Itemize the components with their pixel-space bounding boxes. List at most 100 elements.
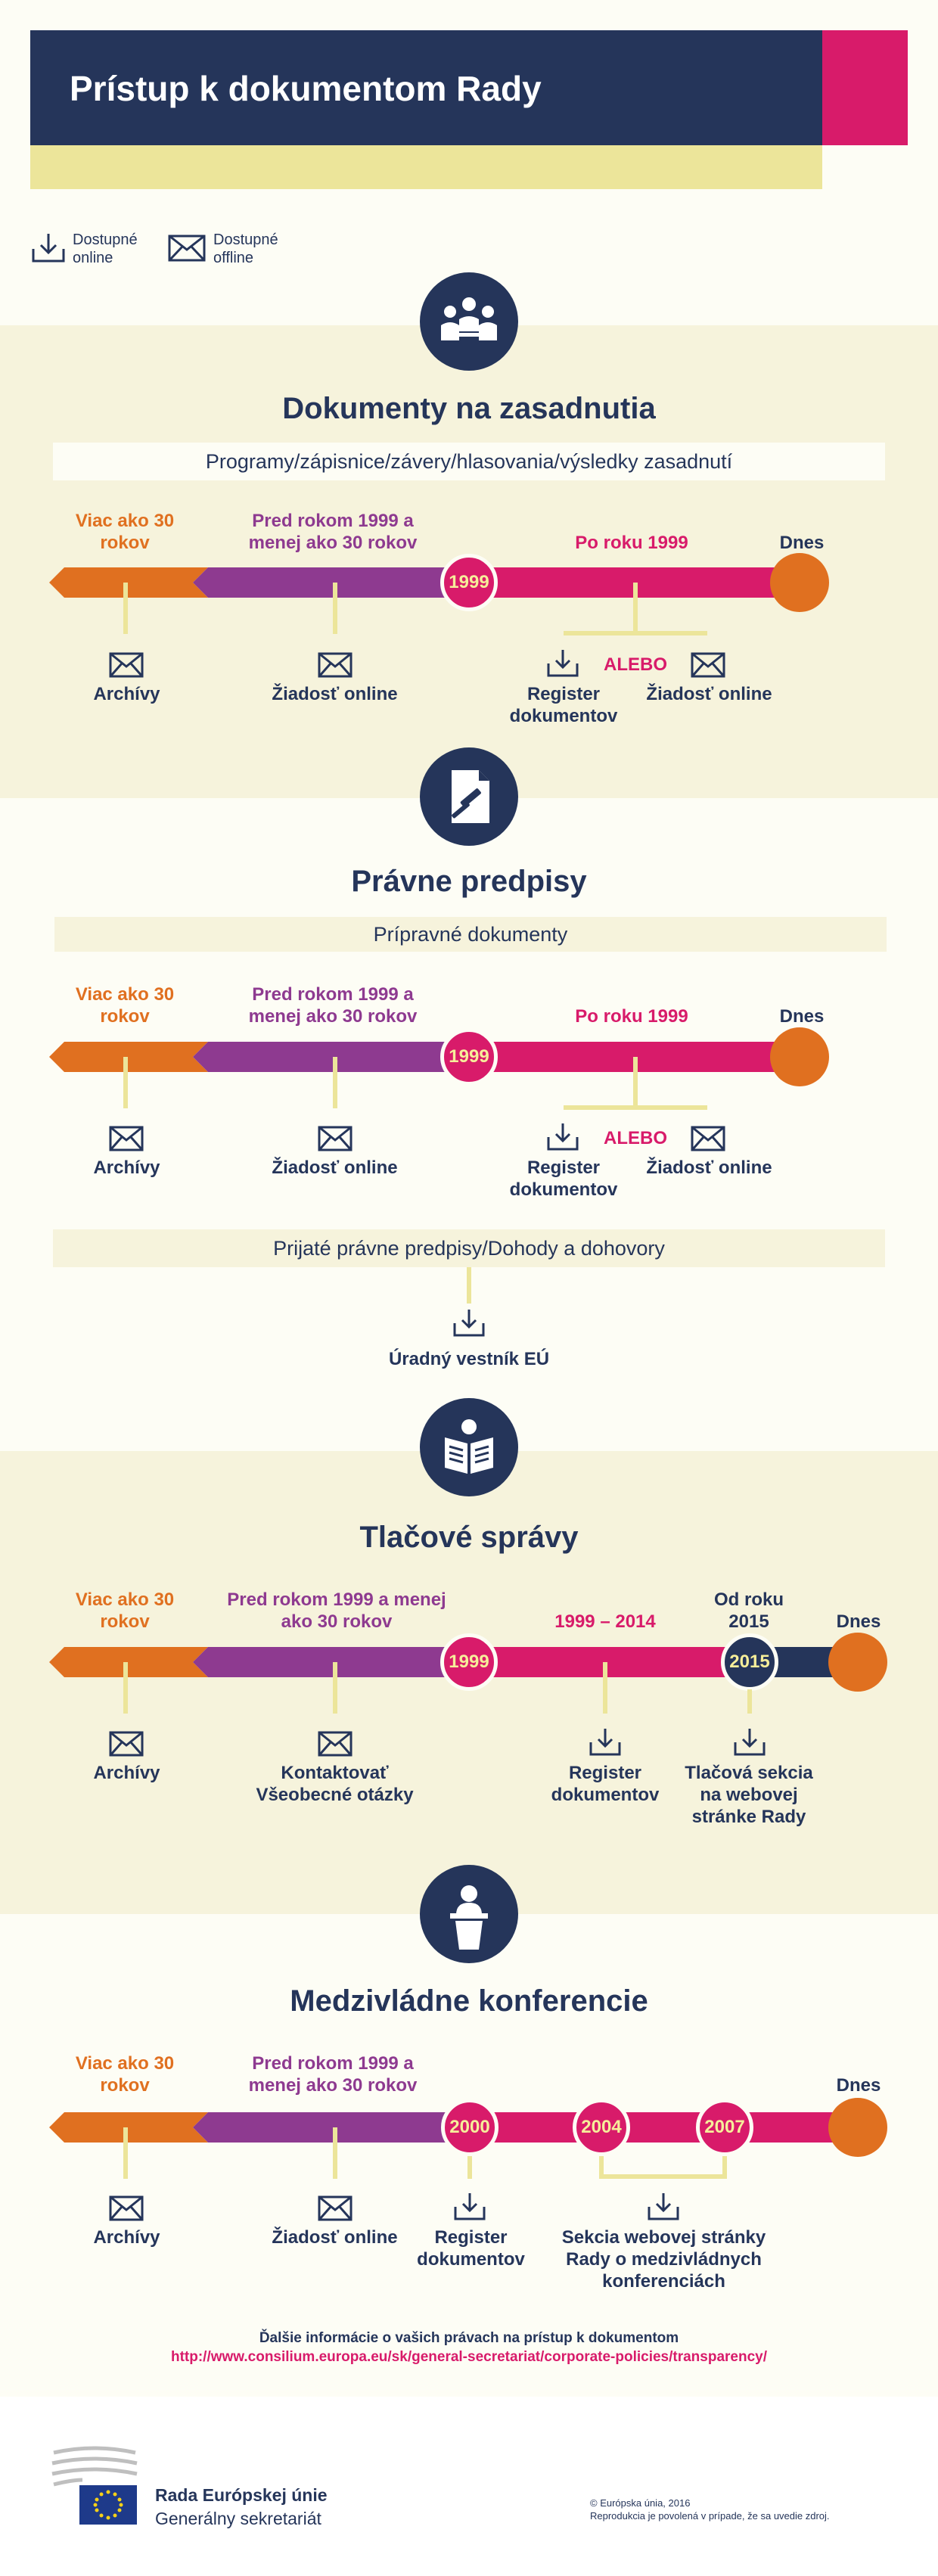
connector (333, 2127, 337, 2179)
connector (467, 1267, 471, 1304)
or-label: ALEBO (604, 1128, 667, 1148)
section-igc-title: Medzivládne konferencie (290, 1984, 648, 2018)
request-online-label: Žiadosť online (272, 684, 398, 704)
download-icon (547, 650, 579, 677)
envelope-icon (168, 235, 206, 262)
adopted-acts-subtitle: Prijaté právne predpisy/Dohody a dohovor… (53, 1229, 885, 1267)
more-info-text: Ďalšie informácie o vašich právach na pr… (259, 2330, 679, 2346)
or-label: ALEBO (604, 654, 667, 675)
archives-label: Archívy (93, 1157, 160, 1178)
label-over-30: Viac ako 30 rokov (75, 2053, 175, 2096)
legal-document-icon (420, 747, 518, 846)
archives-label: Archívy (93, 2227, 160, 2248)
contact-label: Kontaktovať Všeobecné otázky (256, 1763, 414, 1805)
timeline-bar (49, 567, 798, 598)
label-before-1999: Pred rokom 1999 a menej ako 30 rokov (248, 511, 418, 553)
connector (603, 1662, 607, 1714)
label-today: Dnes (836, 1611, 881, 1632)
archives-label: Archívy (93, 684, 160, 704)
envelope-icon (318, 1731, 353, 1757)
connector (333, 1057, 337, 1108)
label-before-1999: Pred rokom 1999 a menej ako 30 rokov (227, 1589, 446, 1632)
label-1999-2014: 1999 – 2014 (554, 1611, 656, 1632)
footer-band (0, 2397, 938, 2576)
today-dot (770, 553, 829, 612)
igc-website-label: Sekcia webovej stránky Rady o medzivládny… (561, 2227, 766, 2292)
connector (467, 2156, 472, 2179)
label-today: Dnes (779, 1006, 825, 1027)
envelope-icon (691, 652, 725, 678)
download-icon (589, 1729, 621, 1756)
request-online-label: Žiadosť online (646, 684, 772, 704)
envelope-icon (109, 652, 144, 678)
connector (633, 1057, 638, 1108)
connector (564, 631, 707, 635)
download-icon (648, 2193, 679, 2220)
label-after-1999: Po roku 1999 (575, 533, 688, 553)
request-online-label: Žiadosť online (272, 1157, 398, 1178)
download-icon (32, 234, 65, 263)
request-online-label: Žiadosť online (646, 1157, 772, 1178)
year-1999-marker: 1999 (440, 554, 498, 611)
envelope-icon (109, 1126, 144, 1151)
register-label: Register dokumentov (509, 684, 618, 726)
envelope-icon (318, 652, 353, 678)
connector (333, 1662, 337, 1714)
connector (599, 2174, 727, 2179)
envelope-icon (318, 2195, 353, 2221)
connector (633, 583, 638, 634)
connector (722, 2156, 727, 2179)
envelope-icon (691, 1126, 725, 1151)
section-meetings-title: Dokumenty na zasadnutia (282, 392, 656, 425)
register-label: Register dokumentov (509, 1157, 618, 1200)
label-since-2015: Od roku 2015 (713, 1589, 784, 1632)
label-over-30: Viac ako 30 rokov (75, 1589, 175, 1632)
year-2004-marker: 2004 (573, 2099, 630, 2156)
envelope-icon (109, 1731, 144, 1757)
connector (123, 2127, 128, 2179)
year-2000-marker: 2000 (441, 2099, 499, 2156)
today-dot (770, 1027, 829, 1086)
section-legislation-title: Právne predpisy (351, 865, 587, 898)
press-section-label: Tlačová sekcia na webovej stránke Rady (685, 1763, 813, 1827)
transparency-link[interactable]: http://www.consilium.europa.eu/sk/genera… (170, 2349, 768, 2365)
year-2015-marker: 2015 (721, 1633, 778, 1691)
section-press-title: Tlačové správy (359, 1521, 579, 1554)
newspaper-reader-icon (420, 1398, 518, 1496)
archives-label: Archívy (93, 1763, 160, 1783)
label-after-1999: Po roku 1999 (575, 1006, 688, 1027)
org-name: Rada Európskej únie Generálny sekretariát (155, 2485, 328, 2528)
label-before-1999: Pred rokom 1999 a menej ako 30 rokov (248, 984, 418, 1027)
label-today: Dnes (836, 2075, 881, 2096)
connector (333, 583, 337, 634)
timeline-bar (49, 1042, 798, 1072)
request-online-label: Žiadosť online (272, 2227, 398, 2248)
year-2007-marker: 2007 (696, 2099, 753, 2156)
section-legislation-subtitle: Prípravné dokumenty (54, 917, 887, 952)
page-title: Prístup k dokumentom Rady (70, 69, 542, 108)
timeline-bar (49, 2112, 859, 2143)
connector (123, 1057, 128, 1108)
legend-offline-label: Dostupné offline (213, 231, 278, 266)
download-icon (453, 1310, 485, 1337)
copyright-text: © Európska únia, 2016 Reprodukcia je povo… (590, 2497, 830, 2522)
today-dot (828, 2098, 887, 2157)
label-over-30: Viac ako 30 rokov (75, 984, 175, 1027)
register-label: Register dokumentov (551, 1763, 660, 1805)
today-dot (828, 1633, 887, 1692)
legend-online-label: Dostupné online (73, 231, 138, 266)
header-banner (30, 30, 822, 145)
register-label: Register dokumentov (417, 2227, 525, 2270)
label-over-30: Viac ako 30 rokov (75, 511, 175, 553)
section-meetings-subtitle: Programy/zápisnice/závery/hlasovania/výs… (53, 443, 885, 480)
header-pink-block (822, 30, 908, 145)
download-icon (547, 1123, 579, 1151)
eu-council-logo (51, 2446, 138, 2525)
year-1999-marker: 1999 (440, 1028, 498, 1086)
label-before-1999: Pred rokom 1999 a menej ako 30 rokov (248, 2053, 418, 2096)
year-1999-marker: 1999 (440, 1633, 498, 1691)
official-journal-label: Úradný vestník EÚ (388, 1349, 550, 1369)
envelope-icon (318, 1126, 353, 1151)
connector (747, 1689, 752, 1714)
label-today: Dnes (779, 533, 825, 553)
